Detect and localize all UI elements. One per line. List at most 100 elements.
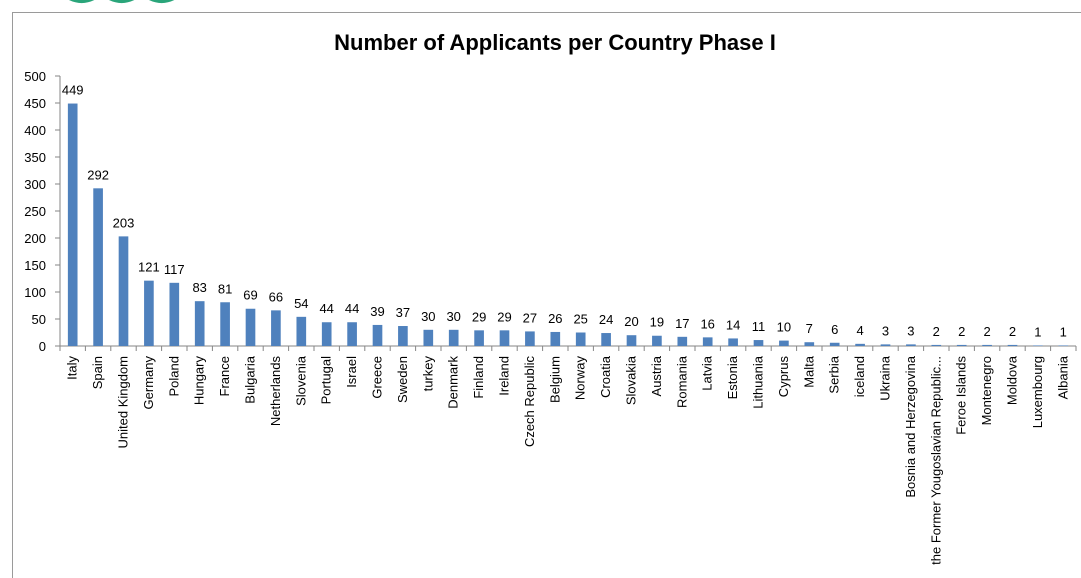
bar (728, 338, 738, 346)
x-tick-label: Ukraina (878, 355, 893, 401)
bar (525, 331, 535, 346)
data-label: 24 (599, 312, 613, 327)
bars (67, 103, 1069, 346)
data-label: 1 (1060, 324, 1067, 339)
data-label: 39 (370, 304, 384, 319)
y-tick-label: 200 (24, 231, 46, 246)
y-axis: 0 50 100 150 200 250 300 350 400 450 500 (24, 69, 61, 354)
data-label: 1 (1034, 324, 1041, 339)
data-label: 19 (650, 315, 664, 330)
bar (575, 332, 586, 346)
x-tick-label: Latvia (700, 355, 715, 390)
x-tick-label: the Former Yougoslavian Republic... (928, 356, 943, 565)
x-tick-label: Belgium (547, 356, 562, 403)
x-tick-label: Slovakia (624, 355, 639, 405)
data-label: 117 (164, 262, 185, 277)
x-tick-label: Norway (573, 356, 588, 401)
data-label: 121 (138, 260, 160, 275)
bar (906, 344, 916, 346)
bar (321, 322, 332, 346)
bar (296, 316, 307, 346)
bar (499, 330, 510, 346)
data-label: 16 (700, 316, 714, 331)
data-label: 44 (319, 301, 333, 316)
bar (829, 342, 840, 346)
x-tick-label: Italy (65, 356, 80, 380)
bar (855, 343, 865, 346)
bar (347, 322, 357, 346)
x-tick-label: Bosnia and Herzegovina (903, 355, 918, 497)
data-label: 25 (573, 312, 587, 327)
data-label: 37 (396, 305, 410, 320)
x-tick-label: Czech Republic (522, 356, 537, 448)
bar (880, 344, 891, 346)
data-label: 29 (472, 309, 486, 324)
y-tick-label: 400 (24, 123, 46, 138)
y-tick-label: 250 (24, 204, 46, 219)
x-tick-label: Austria (649, 355, 664, 396)
x-tick-label: France (217, 356, 232, 396)
bar (144, 280, 154, 346)
data-label: 7 (806, 321, 813, 336)
bar (220, 302, 230, 346)
data-label: 69 (243, 288, 257, 303)
x-tick-label: Israel (344, 356, 359, 388)
data-label: 83 (192, 280, 206, 295)
bar (245, 308, 256, 346)
bar (753, 340, 764, 346)
data-label: 3 (907, 323, 914, 338)
data-label: 6 (831, 322, 838, 337)
x-tick-label: Denmark (446, 356, 461, 409)
x-tick-label: Albania (1055, 355, 1070, 399)
data-label: 17 (675, 316, 689, 331)
data-label: 2 (933, 324, 940, 339)
data-label: 66 (269, 289, 283, 304)
x-tick-labels: Italy Spain United Kingdom Germany Poland Hun… (65, 355, 1071, 565)
x-tick-label: Germany (141, 356, 156, 410)
bar (1058, 345, 1069, 346)
bar (398, 326, 408, 346)
y-tick-label: 0 (39, 339, 46, 354)
x-tick-label: Poland (166, 356, 181, 396)
bar (1007, 344, 1018, 346)
bar (169, 282, 180, 346)
bar (271, 310, 281, 346)
bar (931, 344, 942, 346)
data-label: 30 (446, 309, 460, 324)
x-tick-label: Hungary (192, 356, 207, 406)
y-tick-label: 50 (32, 312, 46, 327)
bar (474, 330, 484, 346)
data-label: 26 (548, 311, 562, 326)
x-tick-label: Feroe Islands (954, 356, 969, 435)
bar (956, 344, 967, 346)
x-tick-label: Malta (801, 355, 816, 388)
data-label: 81 (218, 281, 232, 296)
data-label: 30 (421, 309, 435, 324)
y-tick-label: 350 (24, 150, 46, 165)
x-tick-label: Portugal (319, 356, 334, 405)
y-tick-label: 500 (24, 69, 46, 84)
bar (118, 236, 129, 346)
bar (982, 344, 992, 346)
bar (677, 336, 688, 346)
x-tick-label: Ireland (497, 356, 512, 396)
x-tick-label: Moldova (1005, 355, 1020, 405)
x-tick-label: Finland (471, 356, 486, 399)
x-tick-label: Estonia (725, 355, 740, 399)
bar (194, 301, 205, 346)
y-tick-label: 450 (24, 96, 46, 111)
data-label: 203 (113, 215, 135, 230)
data-label: 29 (497, 309, 511, 324)
x-tick-label: Serbia (827, 355, 842, 393)
bar (779, 340, 789, 346)
x-tick-label: Cyprus (776, 356, 791, 398)
x-tick-label: Lithuania (751, 355, 766, 409)
x-tick-label: Montenegro (979, 356, 994, 425)
data-label: 54 (294, 296, 308, 311)
bar (67, 103, 78, 346)
bar (448, 329, 459, 346)
bar (372, 324, 383, 346)
top-decoration (69, 0, 175, 3)
bar (93, 188, 103, 346)
